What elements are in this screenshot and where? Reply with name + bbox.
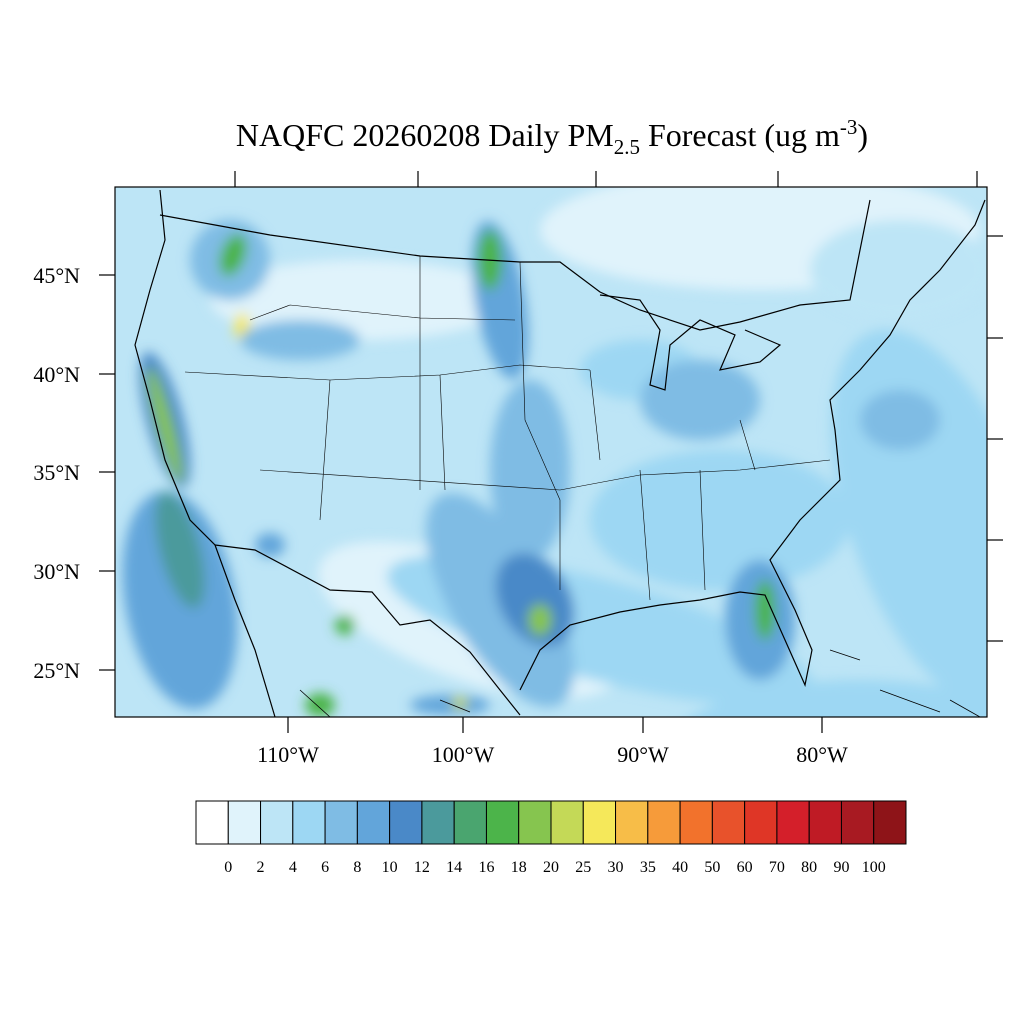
colorbar-box — [356, 800, 391, 845]
colorbar-label: 25 — [575, 859, 591, 876]
colorbar-box — [647, 800, 681, 845]
colorbar-label: 50 — [704, 859, 720, 876]
colorbar-box — [518, 800, 552, 845]
colorbar-box — [453, 800, 487, 845]
concentration-area — [240, 320, 360, 360]
lon-label: 100°W — [432, 742, 495, 767]
state-lines — [184, 256, 831, 601]
colorbar-box — [389, 800, 423, 845]
concentration-area — [305, 693, 335, 717]
concentration-area — [122, 491, 238, 709]
concentration-area — [640, 360, 760, 440]
concentration-area — [147, 367, 183, 483]
concentration-area — [219, 233, 247, 277]
colorbar: 0 2 4 6 8 10 12 14 16 18 20 25 30 35 40 50 60 70 80 90 100 — [195, 800, 907, 876]
concentration-area — [860, 390, 940, 450]
colorbar-label: 100 — [862, 859, 886, 876]
lon-label: 110°W — [257, 742, 319, 767]
colorbar-label: 35 — [640, 859, 656, 876]
colorbar-box — [744, 800, 778, 845]
colorbar-box — [776, 800, 810, 845]
colorbar-label: 20 — [543, 859, 559, 876]
colorbar-label: 12 — [414, 859, 430, 876]
colorbar-label: 80 — [801, 859, 817, 876]
map-frame — [114, 186, 988, 718]
colorbar-box — [260, 800, 294, 845]
concentration-area — [210, 260, 510, 340]
lat-label: 40°N — [33, 362, 80, 387]
islands — [299, 649, 981, 717]
colorbar-label: 6 — [321, 859, 329, 876]
colorbar-label: 2 — [257, 859, 265, 876]
concentration-area — [410, 695, 490, 715]
lat-label: 45°N — [33, 263, 80, 288]
colorbar-box — [582, 800, 617, 845]
great-lakes — [599, 294, 782, 391]
boundaries — [134, 189, 986, 717]
concentration-area — [810, 220, 987, 320]
colorbar-label: 16 — [478, 859, 494, 876]
colorbar-label: 18 — [511, 859, 527, 876]
southern-border — [214, 544, 521, 716]
colorbar-label: 0 — [224, 859, 232, 876]
lon-label: 90°W — [617, 742, 669, 767]
colorbar-box — [808, 800, 842, 845]
lat-label: 30°N — [33, 559, 80, 584]
northern-border — [159, 199, 871, 331]
concentration-area — [495, 553, 575, 647]
colorbar-box — [873, 800, 907, 845]
concentration-area — [335, 615, 355, 635]
west-coast — [134, 189, 276, 717]
concentration-area — [691, 680, 987, 717]
concentration-area — [528, 604, 552, 636]
lat-label: 35°N — [33, 460, 80, 485]
concentration-area — [155, 491, 205, 609]
title-part: ) — [857, 117, 868, 153]
title-subscript: 2.5 — [614, 135, 640, 159]
colorbar-box — [227, 800, 262, 845]
colorbar-label: 60 — [737, 859, 753, 876]
field-shapes — [122, 187, 987, 717]
east-coast — [519, 199, 986, 691]
lat-label: 25°N — [33, 658, 80, 683]
title-superscript: -3 — [840, 115, 858, 139]
colorbar-box — [195, 800, 229, 845]
chart-title: NAQFC 20260208 Daily PM2.5 Forecast (ug … — [236, 115, 868, 159]
concentration-area — [490, 380, 570, 560]
colorbar-box — [292, 800, 326, 845]
colorbar-label: 40 — [672, 859, 688, 876]
colorbar-box — [421, 800, 455, 845]
colorbar-box — [615, 800, 649, 845]
colorbar-label: 10 — [382, 859, 398, 876]
pm25-field — [115, 187, 987, 717]
colorbar-box — [324, 800, 358, 845]
concentration-area — [590, 450, 850, 590]
colorbar-box — [840, 800, 875, 845]
lon-label: 80°W — [796, 742, 848, 767]
colorbar-label: 30 — [608, 859, 624, 876]
colorbar-box — [679, 800, 713, 845]
concentration-area — [255, 533, 285, 557]
colorbar-label: 8 — [353, 859, 361, 876]
colorbar-box — [485, 800, 520, 845]
title-part: Forecast (ug m — [640, 117, 840, 153]
colorbar-box — [711, 800, 746, 845]
colorbar-label: 70 — [769, 859, 785, 876]
colorbar-box — [550, 800, 584, 845]
colorbar-label: 4 — [289, 859, 297, 876]
colorbar-label: 90 — [833, 859, 849, 876]
concentration-area — [452, 697, 468, 709]
title-part: NAQFC 20260208 Daily PM — [236, 117, 614, 153]
map-ticks — [99, 171, 1003, 733]
colorbar-label: 14 — [446, 859, 462, 876]
